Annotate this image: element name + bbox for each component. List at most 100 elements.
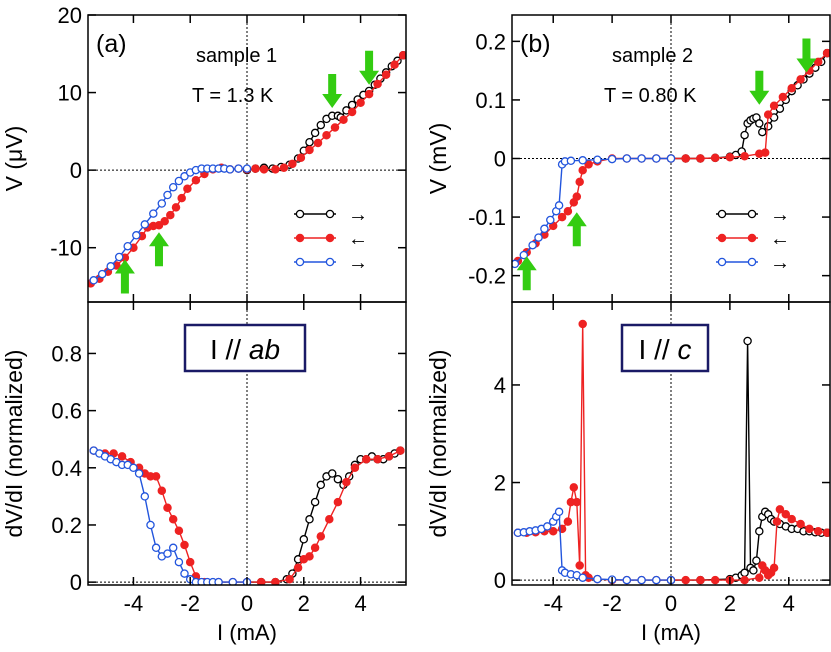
data-point-down [796, 75, 805, 84]
data-point-down [271, 577, 280, 585]
x-tick-label: -4 [124, 591, 144, 616]
data-point-down [305, 145, 314, 155]
data-point-down [163, 503, 172, 513]
data-point-down [316, 532, 326, 541]
data-point-up2 [546, 215, 555, 225]
data-point-up2 [225, 165, 235, 174]
data-point-down [758, 561, 767, 570]
marks-a-top [88, 51, 406, 288]
series-line-up1 [247, 449, 401, 583]
data-point-up1 [299, 535, 309, 544]
legend-arrow-label: ← [770, 228, 790, 250]
x-tick-label: 0 [665, 591, 677, 616]
panel-b-top: 0.20.10-0.1-0.2 (b) sample 2 T = 0.80 K … [425, 14, 831, 303]
panel-a-bottom: 0.8 0.6 0.4 0.2 0 -4 -2 0 2 4 I // ab dV/dI (norm… [1, 301, 407, 645]
x-tick-label: -4 [543, 591, 563, 616]
data-point-down [563, 206, 573, 216]
data-point-up1 [755, 527, 764, 536]
data-point-down [117, 452, 127, 461]
y-tick-label: 0.2 [475, 29, 506, 54]
ticks-b-bottom: 4 2 0 -4 -2 0 2 4 [494, 302, 830, 616]
y-tick-label: 0.1 [475, 88, 506, 113]
data-point-down [575, 561, 584, 570]
data-point-down [177, 193, 186, 203]
data-point-up2 [140, 220, 150, 229]
data-point-down [185, 557, 195, 567]
data-point-down [183, 184, 192, 194]
legend-arrow-label: → [770, 252, 790, 274]
data-point-down [166, 210, 175, 220]
data-point-down [681, 154, 690, 163]
data-point-down [584, 160, 593, 169]
data-point-down [710, 575, 720, 585]
legend-marker [717, 209, 727, 219]
panel-label-a: (a) [96, 30, 127, 58]
y-axis-label-a-top: V (μV) [1, 126, 27, 192]
data-point-up1 [333, 474, 343, 484]
data-point-up2 [652, 575, 661, 585]
data-point-up1 [743, 336, 752, 346]
data-point-up2 [163, 549, 172, 558]
data-point-up2 [106, 262, 115, 271]
legend-marker [295, 233, 305, 243]
y-tick-label: 10 [58, 81, 82, 106]
data-point-down [251, 164, 260, 173]
data-point-down [342, 477, 351, 487]
legend-marker [325, 233, 335, 243]
legend-arrow-label: → [348, 252, 368, 274]
data-point-up2 [89, 276, 98, 285]
data-point-up1 [316, 480, 326, 490]
data-point-up1 [305, 137, 314, 147]
data-point-up2 [622, 154, 632, 163]
data-point-up2 [637, 154, 646, 163]
legend-marker [747, 233, 757, 243]
x-tick-label: -2 [602, 591, 622, 616]
marks-b-bottom [513, 319, 830, 585]
data-point-down [578, 165, 587, 175]
y-tick-label: 0 [70, 158, 82, 183]
data-point-up2 [566, 156, 576, 166]
ticks-b-top: 0.2 0.1 0 -0.1 -0.2 [468, 15, 830, 302]
data-point-down [740, 575, 749, 585]
data-point-up1 [758, 127, 767, 137]
data-point-down [293, 563, 303, 573]
data-point-down [398, 51, 406, 60]
panel-a-top: 20 10 0 -10 (a) sample 1 T = 1.3 K →←→ V (μ… [1, 3, 407, 303]
data-point-down [822, 528, 830, 538]
green-arrows-b-top [516, 38, 817, 291]
data-point-down [168, 515, 178, 524]
data-point-up1 [305, 515, 314, 524]
data-point-up1 [755, 119, 764, 128]
data-point-up2 [163, 190, 172, 200]
x-axis-label-a: I (mA) [217, 620, 277, 645]
data-point-up2 [242, 164, 252, 173]
panel-b-bottom: 4 2 0 -4 -2 0 2 4 I // c dV/dI (normalized) I (… [425, 301, 831, 645]
legend-marker [295, 209, 305, 219]
data-point-down [180, 540, 189, 550]
marks-a-bottom [89, 446, 405, 585]
data-point-down [813, 57, 823, 67]
data-point-down [390, 60, 399, 69]
data-point-down [299, 555, 309, 564]
data-point-down [575, 177, 584, 187]
data-point-up2 [114, 252, 124, 262]
y-tick-label: 0 [494, 147, 506, 172]
data-point-down [563, 517, 573, 526]
data-point-up2 [554, 201, 564, 210]
data-point-up2 [578, 156, 587, 165]
data-point-up2 [149, 209, 158, 218]
data-point-up2 [174, 557, 184, 567]
data-point-down [710, 153, 720, 163]
green-arrows-a-top [114, 50, 380, 294]
legend-marker [717, 257, 727, 267]
green-arrow-up [114, 259, 135, 294]
data-point-up2 [540, 224, 549, 234]
x-tick-label: 4 [354, 591, 366, 616]
data-point-up2 [593, 155, 602, 164]
data-point-down [191, 175, 201, 185]
y-tick-label: 0.6 [51, 399, 82, 424]
data-point-down [279, 163, 289, 173]
data-point-up2 [214, 577, 223, 585]
data-point-down [796, 519, 805, 529]
data-point-down [381, 70, 391, 79]
